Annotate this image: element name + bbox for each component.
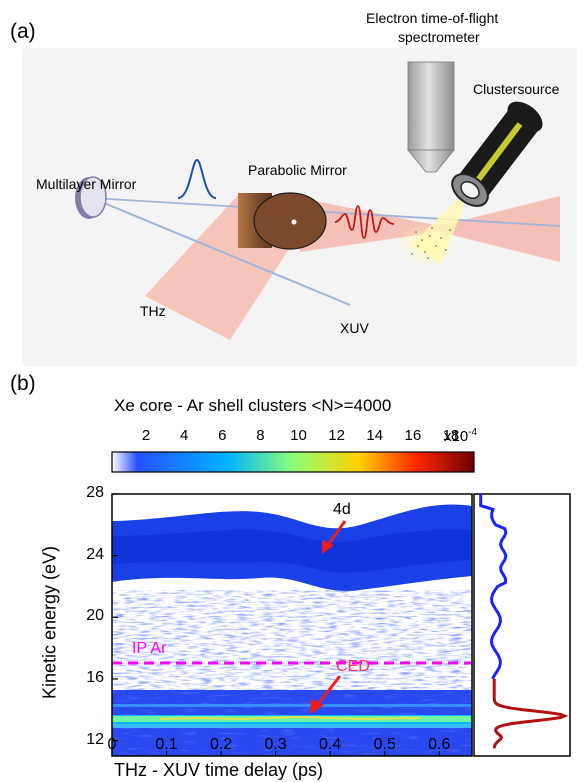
colorbar-multiplier: x10-4 <box>444 427 478 445</box>
thz-beam-diverging <box>440 196 560 262</box>
multilayer-mirror-face <box>79 176 107 218</box>
colorbar-tick-label: 16 <box>404 427 422 444</box>
thz-pulse-icon <box>334 205 395 239</box>
x-tick-label: 0.3 <box>264 736 287 753</box>
panel-b-letter: (b) <box>10 372 36 395</box>
thz-beam-focused <box>300 198 440 252</box>
arrow-4d <box>322 520 347 554</box>
x-tick-label: 0.4 <box>319 736 342 753</box>
heatmap-chart <box>111 451 571 757</box>
x-tick-label: 0.5 <box>373 736 396 753</box>
xuv-label: XUV <box>340 320 369 336</box>
experimental-setup-diagram <box>75 61 561 340</box>
xuv-pulse-icon <box>177 158 217 199</box>
cluster-source <box>451 101 543 207</box>
x-tick-label: 0.1 <box>155 736 178 753</box>
annotation-4d: 4d <box>333 501 351 518</box>
colorbar-tick-label: 10 <box>290 427 307 444</box>
panel-a-letter: (a) <box>10 20 36 43</box>
side-profile-red <box>492 678 569 749</box>
annotation-ced: CED <box>336 658 370 675</box>
side-profile-frame <box>473 493 571 757</box>
colorbar-tick-label: 6 <box>218 427 227 444</box>
spectrometer-tube <box>407 61 455 151</box>
y-tick-label: 24 <box>86 545 104 563</box>
x-axis-label: THz - XUV time delay (ps) <box>114 760 324 780</box>
colorbar <box>111 451 475 473</box>
side-profile-blue <box>479 494 508 680</box>
x-tick-label: 0.6 <box>428 736 451 753</box>
colorbar-tick-label: 8 <box>256 427 265 444</box>
colorbar-tick-label: 4 <box>180 427 189 444</box>
xuv-beam-incoming <box>91 197 351 306</box>
cluster-particles <box>411 227 451 259</box>
colorbar-tick-label: 12 <box>328 427 345 444</box>
y-tick-label: 28 <box>86 484 104 501</box>
clustersource-label: Clustersource <box>473 81 560 97</box>
y-tick-label: 16 <box>86 668 104 686</box>
y-tick-label: 20 <box>86 607 104 625</box>
annotation-ip-ar: IP Ar <box>132 640 167 657</box>
y-axis-label: Kinetic energy (eV) <box>39 545 60 700</box>
colorbar-tick-label: 18 <box>442 427 460 444</box>
colorbar-tick-label: 2 <box>141 427 151 444</box>
spectrometer-label-line1: Electron time-of-flight <box>366 10 499 26</box>
y-tick-label: 12 <box>86 730 104 748</box>
arrow-ced <box>310 675 342 714</box>
x-tick-label: 0 <box>107 736 117 753</box>
parabolic-mirror-face <box>253 192 327 250</box>
spectrometer-label-line2: spectrometer <box>398 29 480 45</box>
chart-title: Xe core - Ar shell clusters <N>=4000 <box>114 396 392 415</box>
colorbar-tick-label: 14 <box>366 427 384 444</box>
x-tick-label: 0.2 <box>209 736 233 753</box>
parabolic-mirror-label: Parabolic Mirror <box>248 162 347 178</box>
plot-frame <box>111 493 473 757</box>
spectrometer-tip <box>407 149 455 173</box>
multilayer-mirror-label: Multilayer Mirror <box>36 176 137 192</box>
xuv-beam-reflected <box>91 197 561 227</box>
thz-label: THz <box>140 303 166 319</box>
